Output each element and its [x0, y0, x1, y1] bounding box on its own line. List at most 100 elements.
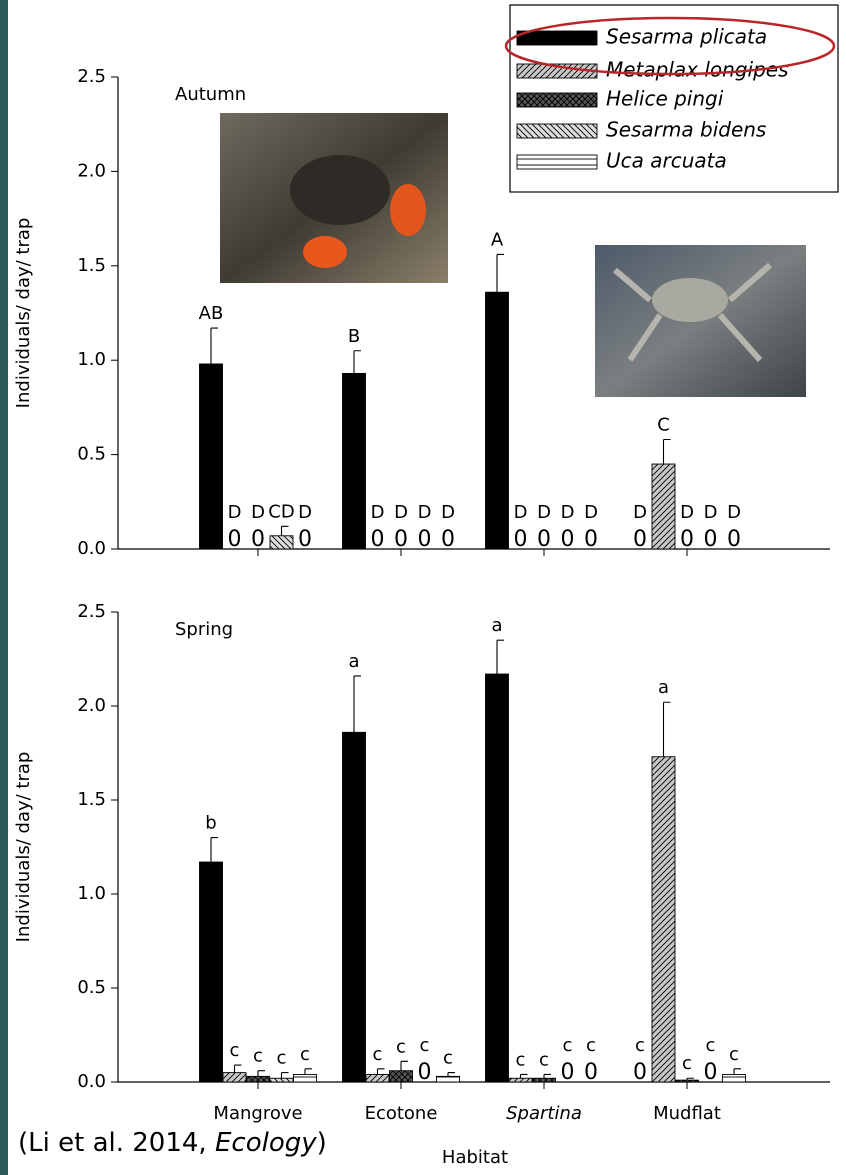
side-strip: [0, 0, 8, 1175]
zero-label: 0: [394, 527, 408, 552]
citation-journal: Ecology: [215, 1128, 317, 1158]
significance-letter: c: [443, 1048, 453, 1069]
x-tick-label: Ecotone: [365, 1103, 438, 1124]
y-tick-label: 0.0: [77, 1071, 106, 1092]
error-bar: [211, 328, 218, 364]
bar: Metaplax longipes: [509, 1078, 532, 1082]
zero-label: 0: [633, 527, 647, 552]
error-bar: [544, 1074, 551, 1078]
zero-label: 0: [633, 1060, 647, 1085]
error-bar: [497, 254, 504, 292]
x-tick-label: Mangrove: [213, 1103, 302, 1124]
zero-label: 0: [228, 527, 242, 552]
legend-swatch: [517, 124, 597, 138]
significance-letter: b: [205, 813, 216, 834]
bar: Uca arcuata: [437, 1076, 460, 1082]
significance-letter: CD: [268, 501, 294, 522]
legend-label: Sesarma plicata: [606, 25, 767, 49]
significance-letter: D: [514, 502, 528, 523]
legend-swatch: [517, 155, 597, 169]
y-axis-label: Individuals/ day/ trap: [13, 218, 34, 409]
zero-label: 0: [514, 527, 528, 552]
significance-letter: c: [539, 1049, 549, 1070]
zero-label: 0: [704, 527, 718, 552]
significance-letter: D: [394, 502, 408, 523]
error-bar: [664, 702, 671, 757]
zero-label: 0: [298, 527, 312, 552]
citation: (Li et al. 2014, Ecology): [18, 1128, 327, 1158]
figure: Sesarma plicataMetaplax longipesHelice p…: [0, 0, 846, 1175]
citation-text: ): [317, 1128, 327, 1158]
y-tick-label: 2.0: [77, 695, 106, 716]
citation-text: (Li et al. 2014,: [18, 1128, 215, 1158]
significance-letter: a: [658, 677, 669, 698]
error-bar: [734, 1069, 741, 1075]
error-bar: [664, 439, 671, 464]
bar: Sesarma bidens: [270, 536, 293, 549]
significance-letter: D: [561, 502, 575, 523]
x-tick-label: Spartina: [506, 1103, 582, 1124]
error-bar: [211, 838, 218, 862]
y-tick-label: 1.0: [77, 349, 106, 370]
legend-label: Helice pingi: [606, 87, 724, 111]
bar: Sesarma plicata: [486, 292, 509, 549]
significance-letter: D: [251, 502, 265, 523]
bar: Sesarma bidens: [270, 1078, 293, 1082]
zero-label: 0: [584, 527, 598, 552]
error-bar: [497, 640, 504, 674]
error-bar: [354, 351, 361, 374]
legend-swatch: [517, 31, 597, 45]
bar: Sesarma plicata: [486, 674, 509, 1082]
zero-label: 0: [371, 527, 385, 552]
significance-letter: D: [537, 502, 551, 523]
bar: Helice pingi: [533, 1078, 556, 1082]
significance-letter: a: [348, 651, 359, 672]
significance-letter: A: [491, 229, 504, 250]
y-tick-label: 1.5: [77, 789, 106, 810]
error-bar: [258, 1071, 265, 1077]
error-bar: [448, 1073, 455, 1077]
bar: Sesarma plicata: [200, 364, 223, 549]
error-bar: [282, 526, 289, 535]
significance-letter: c: [253, 1046, 263, 1067]
panel-title: Spring: [175, 619, 233, 640]
significance-letter: c: [586, 1035, 596, 1056]
y-tick-label: 1.5: [77, 255, 106, 276]
y-tick-label: 0.0: [77, 538, 106, 559]
significance-letter: D: [584, 502, 598, 523]
zero-label: 0: [704, 1060, 718, 1085]
legend-swatch: [517, 93, 597, 107]
bar: Sesarma plicata: [200, 862, 223, 1082]
significance-letter: AB: [199, 303, 224, 324]
bar: Sesarma plicata: [343, 373, 366, 549]
bar: Uca arcuata: [294, 1074, 317, 1082]
significance-letter: D: [633, 502, 647, 523]
y-tick-label: 2.5: [77, 66, 106, 87]
zero-label: 0: [537, 527, 551, 552]
significance-letter: c: [300, 1044, 310, 1065]
photo-crab-2: [595, 245, 806, 397]
zero-label: 0: [680, 527, 694, 552]
significance-letter: c: [635, 1035, 645, 1056]
error-bar: [521, 1074, 528, 1078]
significance-letter: D: [680, 502, 694, 523]
y-tick-label: 1.0: [77, 883, 106, 904]
x-axis-label: Habitat: [442, 1147, 508, 1168]
significance-letter: c: [396, 1036, 406, 1057]
bar: Metaplax longipes: [652, 757, 675, 1082]
bar: Metaplax longipes: [366, 1074, 389, 1082]
significance-letter: C: [657, 414, 670, 435]
panel-title: Autumn: [175, 84, 246, 105]
bar: Uca arcuata: [723, 1074, 746, 1082]
significance-letter: c: [230, 1040, 240, 1061]
significance-letter: D: [441, 502, 455, 523]
bar: Helice pingi: [247, 1076, 270, 1082]
bar: Metaplax longipes: [652, 464, 675, 549]
significance-letter: c: [729, 1044, 739, 1065]
error-bar: [378, 1069, 385, 1075]
zero-label: 0: [561, 527, 575, 552]
significance-letter: c: [706, 1035, 716, 1056]
zero-label: 0: [727, 527, 741, 552]
zero-label: 0: [441, 527, 455, 552]
y-tick-label: 0.5: [77, 444, 106, 465]
